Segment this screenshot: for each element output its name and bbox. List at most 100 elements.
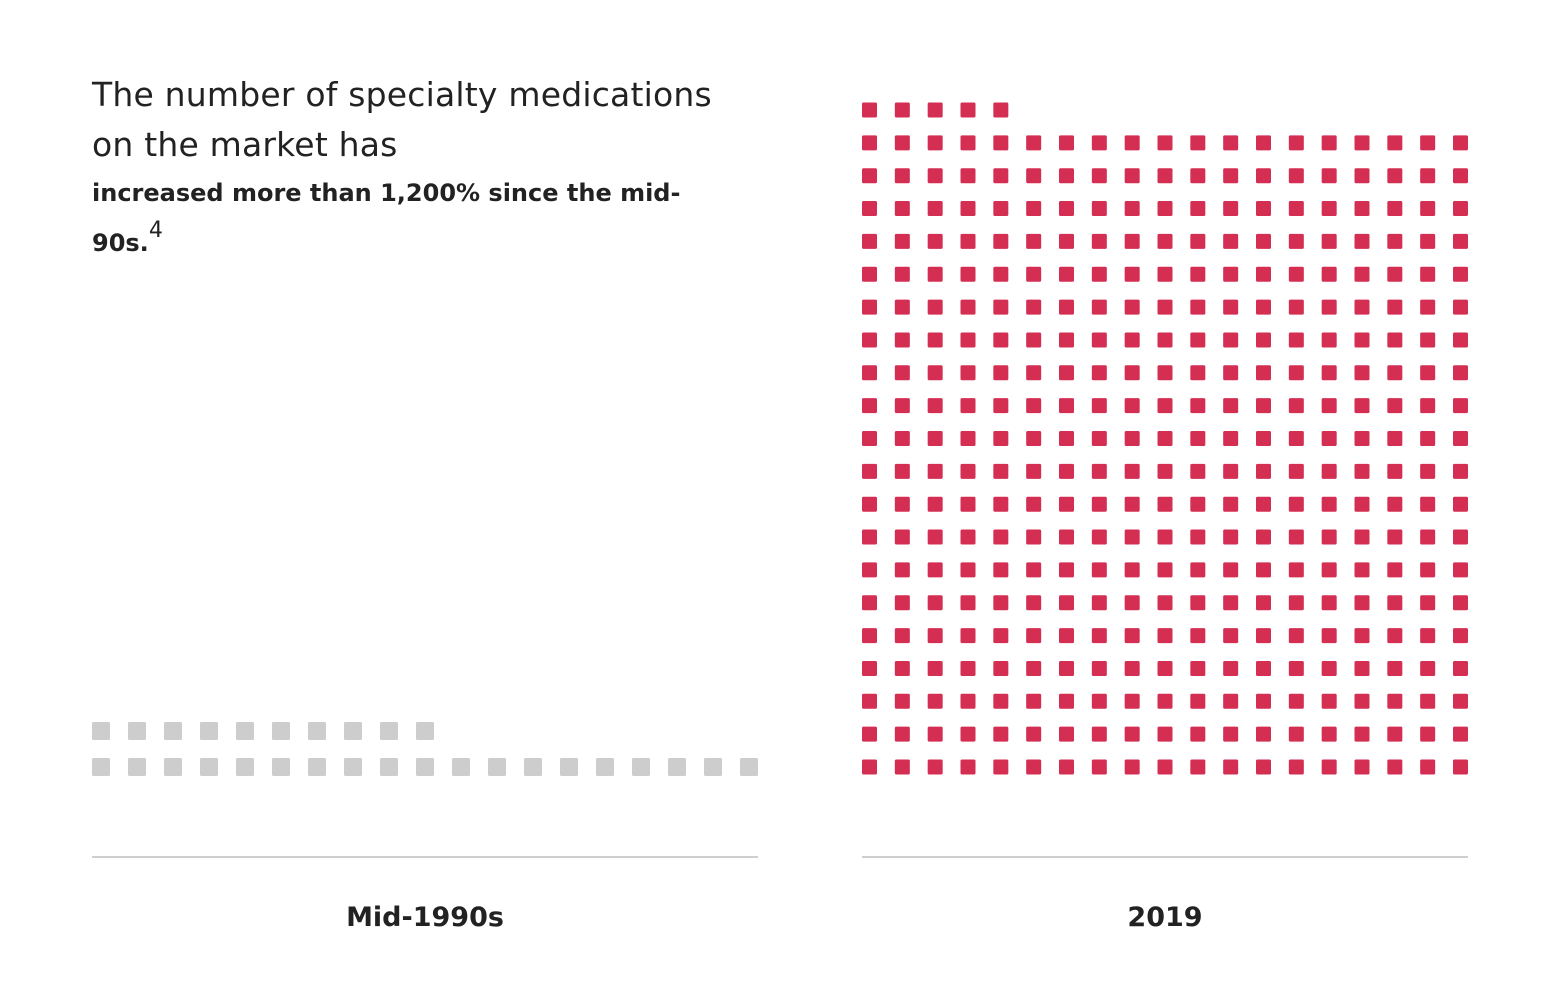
- waffle-square-2019: [1387, 660, 1403, 676]
- waffle-square-mid-1990s: [668, 758, 686, 776]
- waffle-square-2019: [894, 562, 910, 578]
- waffle-square-2019: [993, 463, 1009, 479]
- waffle-square-2019: [1190, 595, 1206, 611]
- waffle-square-2019: [1026, 332, 1042, 348]
- waffle-square-2019: [1256, 693, 1271, 709]
- waffle-square-2019: [1026, 595, 1042, 611]
- waffle-square-2019: [1157, 332, 1173, 348]
- waffle-square-2019: [1288, 398, 1304, 414]
- waffle-square-2019: [1256, 398, 1271, 414]
- waffle-square-2019: [1420, 529, 1436, 545]
- waffle-square-2019: [1387, 759, 1403, 775]
- waffle-square-2019: [1256, 299, 1271, 315]
- waffle-square-2019: [1091, 529, 1107, 545]
- waffle-square-2019: [1288, 595, 1304, 611]
- waffle-square-2019: [1321, 365, 1337, 381]
- waffle-square-2019: [1059, 529, 1074, 545]
- waffle-square-2019: [862, 595, 877, 611]
- waffle-square-2019: [1354, 168, 1370, 184]
- waffle-square-2019: [1420, 660, 1436, 676]
- waffle-square-2019: [1453, 463, 1468, 479]
- waffle-square-2019: [1026, 299, 1042, 315]
- waffle-square-2019: [1059, 496, 1074, 512]
- waffle-square-2019: [862, 299, 877, 315]
- waffle-square-2019: [1288, 693, 1304, 709]
- waffle-square-2019: [993, 135, 1009, 151]
- waffle-square-2019: [894, 168, 910, 184]
- waffle-square-2019: [862, 201, 877, 217]
- waffle-square-2019: [1453, 201, 1468, 217]
- waffle-square-2019: [894, 529, 910, 545]
- waffle-square-2019: [1091, 233, 1107, 249]
- waffle-square-2019: [894, 628, 910, 644]
- waffle-square-2019: [1387, 496, 1403, 512]
- waffle-square-2019: [1124, 201, 1140, 217]
- waffle-square-mid-1990s: [524, 758, 542, 776]
- waffle-square-mid-1990s: [740, 758, 758, 776]
- waffle-square-mid-1990s: [344, 758, 362, 776]
- waffle-square-2019: [862, 529, 877, 545]
- waffle-square-2019: [960, 299, 976, 315]
- waffle-square-2019: [1223, 496, 1239, 512]
- waffle-square-2019: [1354, 233, 1370, 249]
- waffle-square-2019: [1453, 332, 1468, 348]
- waffle-square-2019: [1288, 628, 1304, 644]
- waffle-square-2019: [1124, 693, 1140, 709]
- waffle-square-2019: [1091, 759, 1107, 775]
- waffle-square-2019: [1387, 135, 1403, 151]
- waffle-square-2019: [1420, 299, 1436, 315]
- waffle-square-2019: [1321, 759, 1337, 775]
- waffle-square-2019: [1059, 726, 1074, 742]
- waffle-square-2019: [1288, 759, 1304, 775]
- waffle-square-2019: [1190, 168, 1206, 184]
- waffle-square-2019: [1190, 266, 1206, 282]
- waffle-square-2019: [1256, 726, 1271, 742]
- waffle-square-2019: [894, 365, 910, 381]
- waffle-square-2019: [1453, 135, 1468, 151]
- waffle-square-2019: [862, 562, 877, 578]
- waffle-square-2019: [1420, 365, 1436, 381]
- waffle-square-2019: [1124, 299, 1140, 315]
- waffle-square-2019: [1321, 660, 1337, 676]
- waffle-square-2019: [1453, 726, 1468, 742]
- waffle-square-mid-1990s: [164, 722, 182, 740]
- waffle-square-2019: [1091, 595, 1107, 611]
- waffle-square-2019: [1190, 365, 1206, 381]
- waffle-square-2019: [1026, 201, 1042, 217]
- waffle-square-2019: [1124, 496, 1140, 512]
- headline-emphasis: increased more than 1,200% since the mid…: [92, 168, 712, 268]
- category-label-mid-1990s: Mid-1990s: [346, 902, 504, 933]
- waffle-square-2019: [960, 431, 976, 446]
- waffle-square-2019: [927, 562, 943, 578]
- waffle-square-2019: [1091, 726, 1107, 742]
- waffle-square-mid-1990s: [308, 758, 326, 776]
- waffle-square-2019: [1321, 431, 1337, 446]
- waffle-square-2019: [1026, 168, 1042, 184]
- waffle-square-2019: [1453, 299, 1468, 315]
- waffle-square-2019: [1256, 135, 1271, 151]
- waffle-square-2019: [1387, 398, 1403, 414]
- waffle-square-2019: [1453, 628, 1468, 644]
- waffle-square-2019: [1026, 266, 1042, 282]
- waffle-square-2019: [1256, 201, 1271, 217]
- waffle-square-2019: [1288, 168, 1304, 184]
- waffle-square-2019: [1091, 431, 1107, 446]
- waffle-square-2019: [1321, 693, 1337, 709]
- waffle-square-2019: [1026, 398, 1042, 414]
- waffle-square-2019: [1091, 365, 1107, 381]
- waffle-square-2019: [960, 332, 976, 348]
- waffle-square-2019: [1256, 562, 1271, 578]
- waffle-square-2019: [927, 135, 943, 151]
- waffle-square-2019: [1453, 365, 1468, 381]
- waffle-square-2019: [1124, 595, 1140, 611]
- category-label-2019: 2019: [1127, 902, 1203, 933]
- waffle-square-2019: [927, 266, 943, 282]
- waffle-square-2019: [1091, 398, 1107, 414]
- waffle-square-2019: [1190, 759, 1206, 775]
- waffle-square-2019: [894, 496, 910, 512]
- waffle-square-2019: [1026, 463, 1042, 479]
- waffle-square-2019: [960, 726, 976, 742]
- waffle-square-2019: [1190, 299, 1206, 315]
- waffle-square-2019: [894, 463, 910, 479]
- waffle-square-2019: [1059, 759, 1074, 775]
